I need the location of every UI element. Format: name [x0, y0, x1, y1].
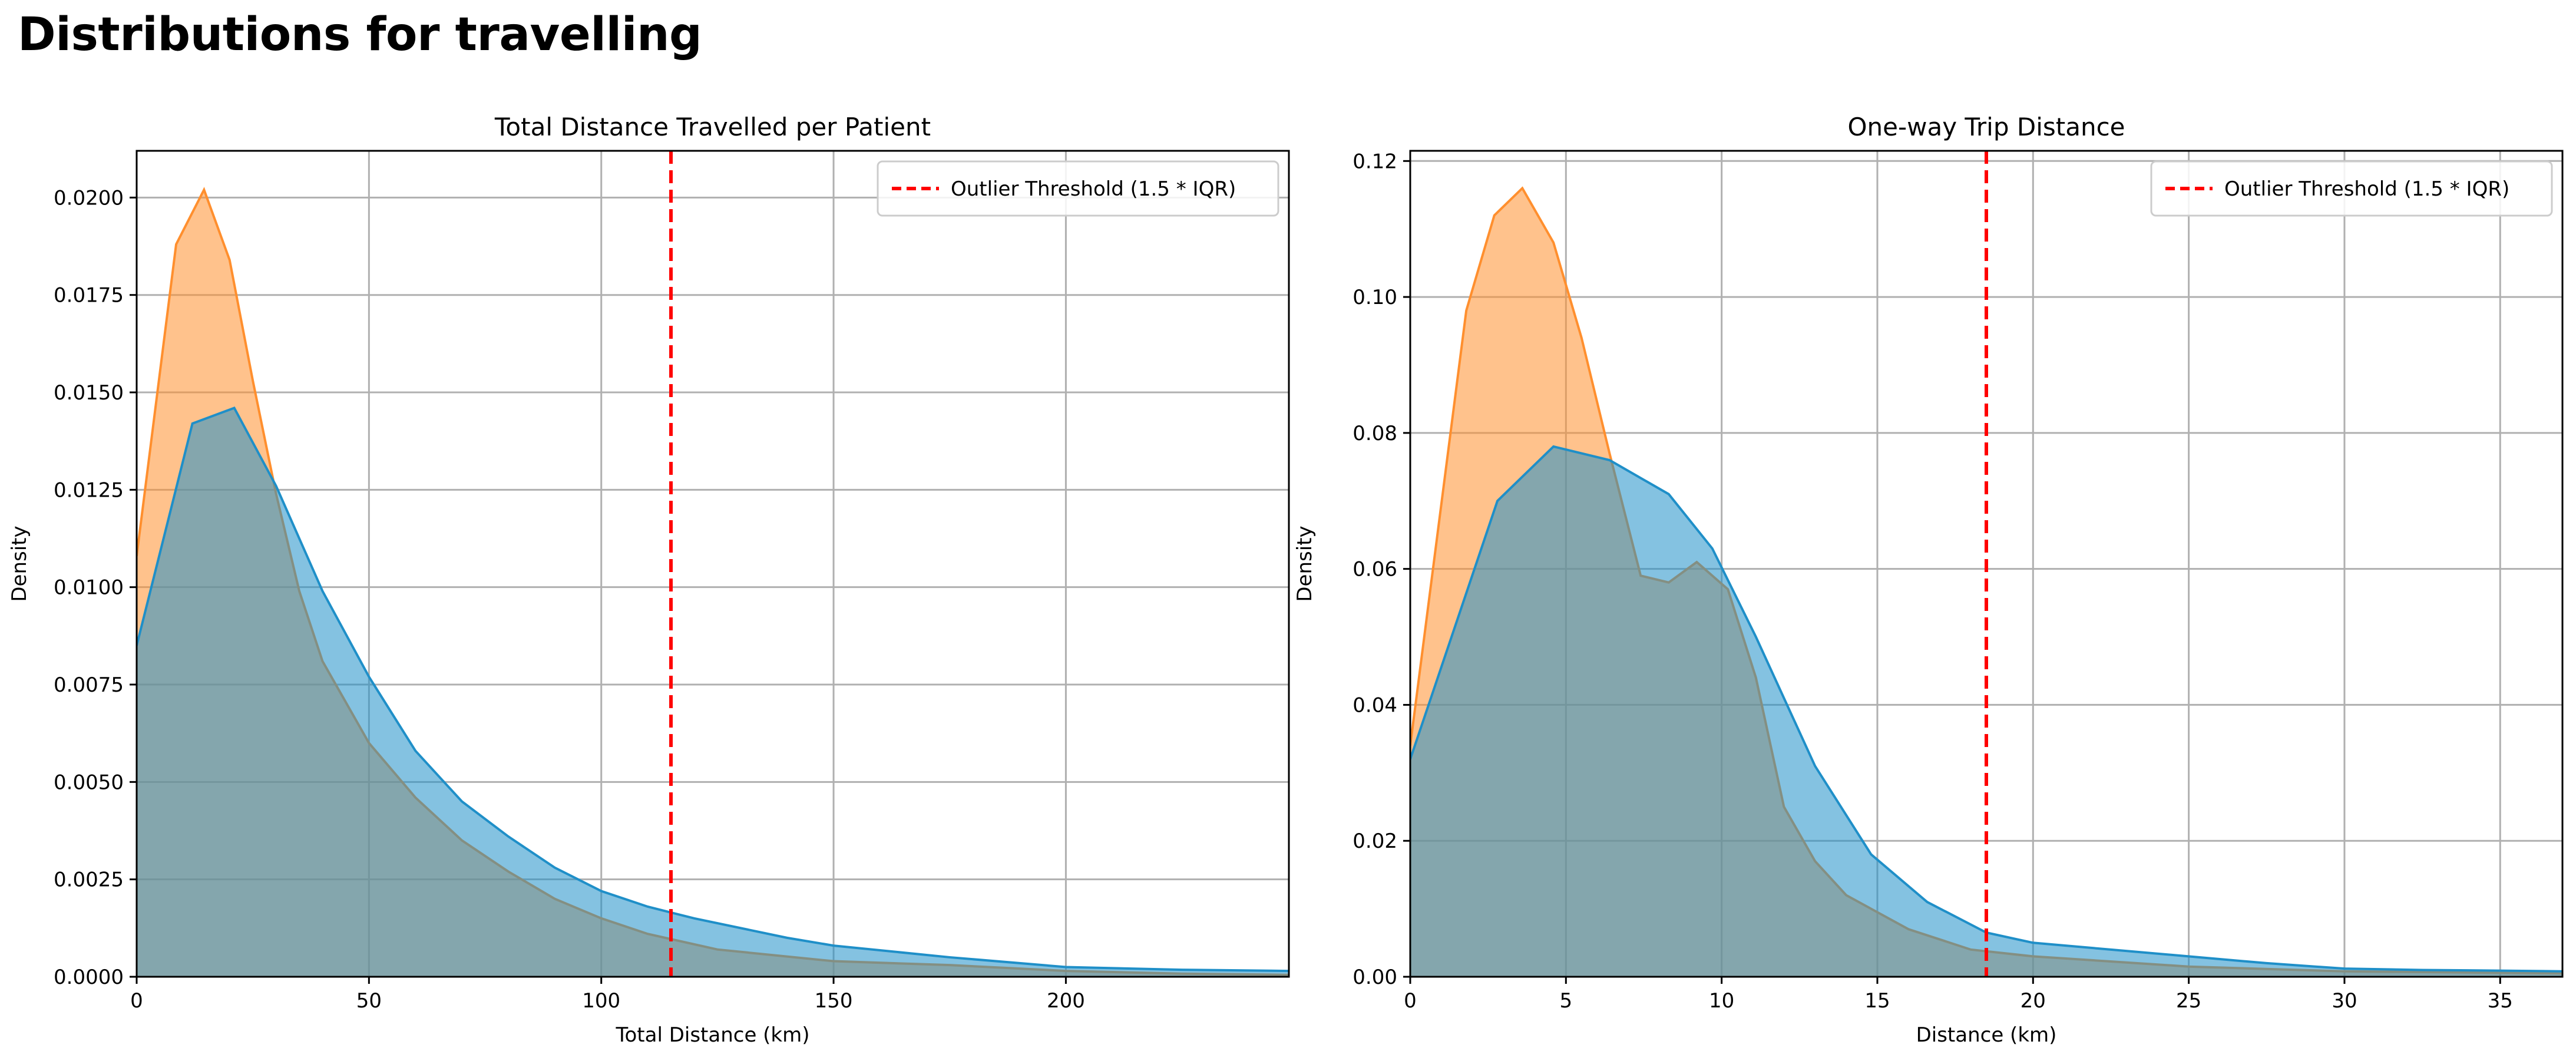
density-areas	[137, 187, 1289, 977]
chart-title: One-way Trip Distance	[1847, 113, 2125, 141]
x-tick-label: 35	[2488, 989, 2513, 1013]
x-tick-label: 10	[1709, 989, 1734, 1013]
x-tick-label: 15	[1864, 989, 1890, 1013]
legend-box	[2150, 160, 2553, 217]
plot-frame	[135, 150, 1290, 978]
y-tick-label: 0.0100	[54, 576, 124, 600]
x-axis-label: Total Distance (km)	[615, 1023, 809, 1047]
density-area-blue	[1410, 446, 2562, 977]
x-tick-label: 5	[1560, 989, 1573, 1013]
y-tick-label: 0.12	[1353, 150, 1397, 173]
x-tick-label: 50	[356, 989, 382, 1013]
total-distance-chart: 0 50 100 150 200 0.0000 0.0025 0.0050 0.0075 0.01…	[8, 113, 1290, 1047]
y-tick-label: 0.0025	[54, 868, 124, 892]
x-axis-label: Distance (km)	[1916, 1023, 2057, 1047]
y-tick-label: 0.0125	[54, 478, 124, 502]
y-tick-label: 0.0050	[54, 771, 124, 794]
x-tick-label: 20	[2021, 989, 2046, 1013]
y-tick-label: 0.06	[1353, 558, 1397, 581]
page-title: Distributions for travelling	[18, 8, 702, 61]
legend: Outlier Threshold (1.5 * IQR)	[877, 160, 1279, 217]
y-tick-label: 0.0175	[54, 284, 124, 308]
density-line-blue	[137, 406, 1289, 973]
y-tick-label: 0.0075	[54, 673, 124, 697]
x-tick-label: 0	[130, 989, 143, 1013]
y-tick-label: 0.0000	[54, 966, 124, 989]
one-way-trip-chart: 0 5 10 15 20 25 30 35 0.00 0.02 0.04 0.06 0.08 0.10 0.…	[1293, 113, 2564, 1047]
y-tick-label: 0.02	[1353, 829, 1397, 853]
y-tick-label: 0.04	[1353, 693, 1397, 717]
y-axis-label: Density	[1293, 526, 1317, 601]
x-tick-label: 100	[582, 989, 620, 1013]
density-area-blue	[137, 408, 1289, 977]
y-tick-label: 0.0200	[54, 186, 124, 210]
y-tick-label: 0.00	[1353, 966, 1397, 989]
y-axis-label: Density	[8, 526, 31, 601]
y-tick-label: 0.08	[1353, 422, 1397, 445]
x-tick-label: 0	[1404, 989, 1417, 1013]
y-tick-label: 0.10	[1353, 286, 1397, 309]
y-tick-label: 0.0150	[54, 381, 124, 405]
legend-box	[877, 160, 1279, 217]
x-tick-label: 200	[1047, 989, 1085, 1013]
x-tick-label: 25	[2176, 989, 2201, 1013]
legend-label: Outlier Threshold (1.5 * IQR)	[2224, 177, 2509, 201]
chart-title: Total Distance Travelled per Patient	[494, 113, 931, 141]
plot-frame	[1409, 150, 2564, 978]
x-tick-label: 150	[815, 989, 853, 1013]
density-areas	[1410, 186, 2562, 977]
density-line-blue	[1410, 445, 2562, 973]
legend-label: Outlier Threshold (1.5 * IQR)	[951, 177, 1236, 201]
legend: Outlier Threshold (1.5 * IQR)	[2150, 160, 2553, 217]
x-tick-label: 30	[2332, 989, 2357, 1013]
